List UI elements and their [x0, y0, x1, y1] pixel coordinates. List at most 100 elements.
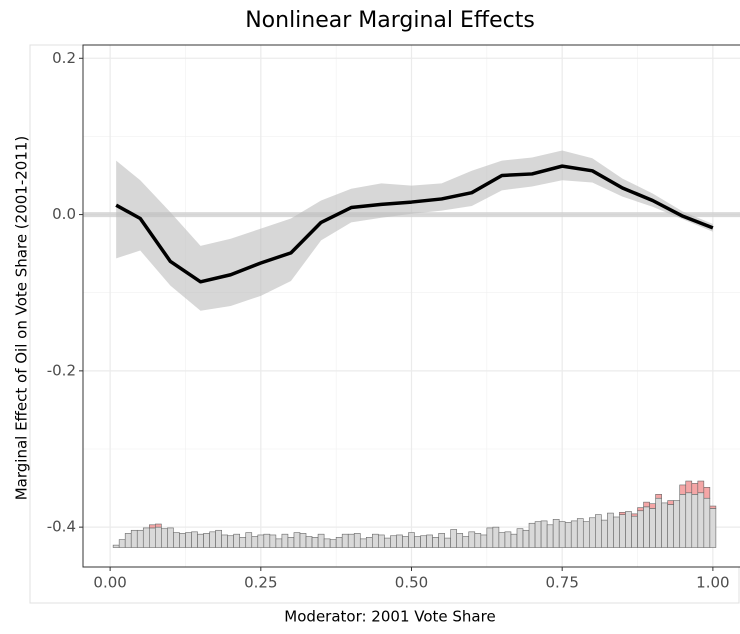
histogram-bar: [281, 533, 289, 548]
histogram-bar: [323, 538, 331, 548]
histogram-bar: [378, 534, 385, 548]
histogram-bar: [631, 515, 638, 548]
histogram-bar: [492, 526, 500, 548]
histogram-bar: [432, 537, 439, 548]
histogram-bar: [179, 533, 186, 548]
histogram-bar: [607, 512, 614, 548]
histogram-bar: [155, 526, 162, 548]
histogram-bar: [257, 534, 265, 548]
histogram-bar: [396, 534, 403, 548]
histogram-bar: [649, 508, 656, 548]
histogram-bar: [462, 536, 470, 548]
histogram-bar: [161, 528, 168, 548]
histogram-bar: [595, 514, 602, 548]
histogram-bar: [317, 533, 325, 548]
x-axis-label: Moderator: 2001 Vote Share: [284, 608, 495, 626]
axis-frame: [82, 44, 740, 568]
histogram-bar: [209, 531, 216, 548]
histogram-bar: [516, 528, 524, 548]
histogram-bar: [221, 534, 228, 548]
y-tick-label: -0.2: [47, 361, 76, 379]
histogram-bar: [227, 535, 234, 548]
histogram-bar: [510, 533, 518, 548]
histogram-bar: [534, 521, 542, 548]
histogram-bar: [130, 529, 138, 548]
histogram-bar: [522, 529, 530, 548]
histogram-bar: [341, 533, 349, 548]
x-tick-label: 0.25: [244, 574, 277, 592]
histogram-bar: [251, 536, 259, 548]
histogram-bar: [390, 535, 397, 548]
histogram-bar: [245, 532, 253, 548]
histogram-bar: [347, 533, 355, 548]
histogram-bar-treated: [655, 494, 662, 499]
histogram-bar: [558, 521, 566, 548]
histogram-bar: [384, 537, 391, 548]
histogram-bar: [372, 533, 379, 548]
histogram-bar: [142, 527, 150, 548]
histogram-bar: [197, 533, 204, 548]
histogram-bar-treated: [649, 503, 656, 509]
histogram-bar-treated: [149, 524, 156, 529]
histogram-bar: [353, 533, 361, 548]
histogram-bar: [582, 521, 590, 548]
histogram-bar-treated: [643, 501, 650, 508]
histogram-bar: [136, 529, 144, 548]
histogram-bar: [185, 532, 192, 548]
histogram-bar: [444, 537, 451, 548]
histogram-bar: [661, 502, 668, 548]
histogram-bar: [540, 520, 548, 548]
histogram-bar: [450, 529, 458, 548]
histogram-bar: [655, 497, 662, 548]
histogram-bar-treated: [619, 511, 626, 515]
histogram-bar: [118, 539, 126, 548]
histogram-bar-treated: [679, 484, 687, 495]
histogram-bar: [263, 533, 271, 548]
histogram-bar-treated: [691, 483, 699, 495]
histogram-bar: [528, 522, 536, 548]
histogram-bar: [269, 534, 277, 548]
histogram-bar: [124, 533, 132, 548]
histogram-bar: [275, 538, 283, 548]
histogram-bar: [637, 510, 644, 548]
histogram-bar: [420, 535, 427, 548]
histogram-bar: [498, 532, 506, 548]
histogram-bar: [329, 539, 337, 548]
x-tick-label: 0.50: [395, 574, 428, 592]
histogram-bar-treated: [697, 480, 705, 494]
histogram-bar: [601, 519, 608, 548]
histogram-bar: [215, 529, 222, 548]
histogram-bar: [468, 531, 476, 548]
histogram-bar: [703, 497, 711, 548]
histogram-bar: [149, 527, 156, 548]
histogram-bar: [239, 537, 247, 548]
histogram-bar: [408, 532, 415, 548]
histogram-bar-treated: [703, 486, 711, 499]
histogram-bar-treated: [685, 480, 693, 494]
histogram-bar: [203, 533, 210, 548]
histogram-bar: [414, 536, 421, 548]
histogram-bar: [673, 500, 681, 548]
histogram-bar: [287, 537, 295, 548]
histogram-bar: [685, 492, 693, 548]
histogram-bar: [619, 514, 626, 548]
histogram-bar: [365, 537, 373, 548]
histogram-bar: [697, 492, 705, 548]
y-tick-label: 0.0: [52, 205, 76, 223]
histogram-bar: [679, 494, 687, 548]
histogram-bar: [191, 531, 198, 548]
histogram-bar: [474, 533, 482, 548]
histogram-bar: [589, 517, 596, 548]
histogram-bar: [613, 516, 620, 548]
histogram-bar-treated: [155, 523, 162, 528]
histogram-bar: [709, 508, 717, 548]
histogram-bar: [504, 531, 512, 548]
x-tick-label: 1.00: [696, 574, 729, 592]
histogram-bar: [173, 532, 180, 548]
histogram-bar: [305, 536, 313, 548]
histogram-bar: [570, 520, 578, 548]
y-tick-label: -0.4: [47, 518, 76, 536]
histogram-bar: [438, 533, 445, 548]
histogram-bar: [311, 537, 319, 548]
